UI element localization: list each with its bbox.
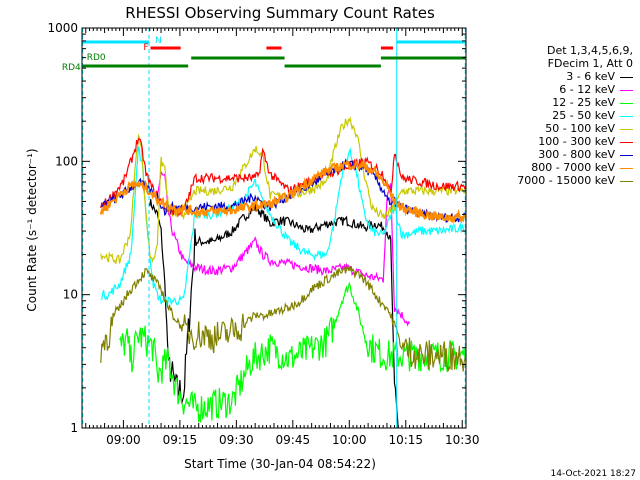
x-tick-label: 09:00 <box>106 433 141 447</box>
legend-swatch <box>620 116 633 117</box>
legend-swatch <box>620 90 633 91</box>
legend-swatch <box>620 77 633 78</box>
legend-swatch <box>620 168 633 169</box>
legend-label: 100 - 300 keV <box>538 135 615 148</box>
legend-swatch <box>620 181 633 182</box>
annotation-label: RD0 <box>87 53 106 63</box>
legend-entry: 50 - 100 keV <box>545 122 633 135</box>
legend-label: 12 - 25 keV <box>552 96 615 109</box>
x-tick-label: 10:00 <box>332 433 367 447</box>
legend-entry: 6 - 12 keV <box>559 83 633 96</box>
legend-entry: 300 - 800 keV <box>538 148 633 161</box>
legend-label: 25 - 50 keV <box>552 109 615 122</box>
series-line <box>101 147 466 306</box>
legend-entry: 7000 - 15000 keV <box>517 174 633 187</box>
legend-entry: 100 - 300 keV <box>538 135 633 148</box>
legend-label: 800 - 7000 keV <box>531 161 615 174</box>
x-tick-label: 09:15 <box>163 433 198 447</box>
y-tick-label: 1000 <box>47 21 78 35</box>
y-axis-label: Count Rate (s⁻¹ detector⁻¹) <box>25 148 39 311</box>
legend-label: 3 - 6 keV <box>566 70 615 83</box>
footer-date: 14-Oct-2021 18:27 <box>551 469 636 479</box>
x-tick-label: 10:15 <box>388 433 423 447</box>
annotation-label: N <box>155 36 162 46</box>
legend-swatch <box>620 103 633 104</box>
series-line <box>101 118 466 263</box>
legend-swatch <box>620 142 633 143</box>
chart-plot: RHESSI Observing Summary Count Rates Sta… <box>0 0 640 480</box>
legend-swatch <box>620 155 633 156</box>
legend-entry: 12 - 25 keV <box>552 96 633 109</box>
legend-entry: 3 - 6 keV <box>566 70 633 83</box>
y-tick-label: 100 <box>55 154 78 168</box>
x-axis-label: Start Time (30-Jan-04 08:54:22) <box>184 457 376 471</box>
annotation-label: F <box>143 43 148 53</box>
legend-label: 300 - 800 keV <box>538 148 615 161</box>
legend-label: 6 - 12 keV <box>559 83 615 96</box>
series-line <box>101 139 466 216</box>
legend-entry: 25 - 50 keV <box>552 109 633 122</box>
legend-header: Det 1,3,4,5,6,9, <box>547 44 633 57</box>
x-tick-label: 09:30 <box>219 433 254 447</box>
annotation-layer: NF RD0 RD4 <box>62 28 465 428</box>
chart-title: RHESSI Observing Summary Count Rates <box>125 4 435 22</box>
legend-swatch <box>620 129 633 130</box>
plot-frame <box>82 28 466 428</box>
annotation-label: RD4 <box>62 63 81 73</box>
y-tick-label: 1 <box>70 421 78 435</box>
legend-label: 7000 - 15000 keV <box>517 174 615 187</box>
x-tick-label: 10:30 <box>445 433 480 447</box>
legend-header: FDecim 1, Att 0 <box>548 57 633 70</box>
legend-label: 50 - 100 keV <box>545 122 615 135</box>
legend-entry: 800 - 7000 keV <box>531 161 633 174</box>
y-tick-label: 10 <box>63 288 78 302</box>
series-layer <box>101 118 466 428</box>
x-tick-label: 09:45 <box>276 433 311 447</box>
